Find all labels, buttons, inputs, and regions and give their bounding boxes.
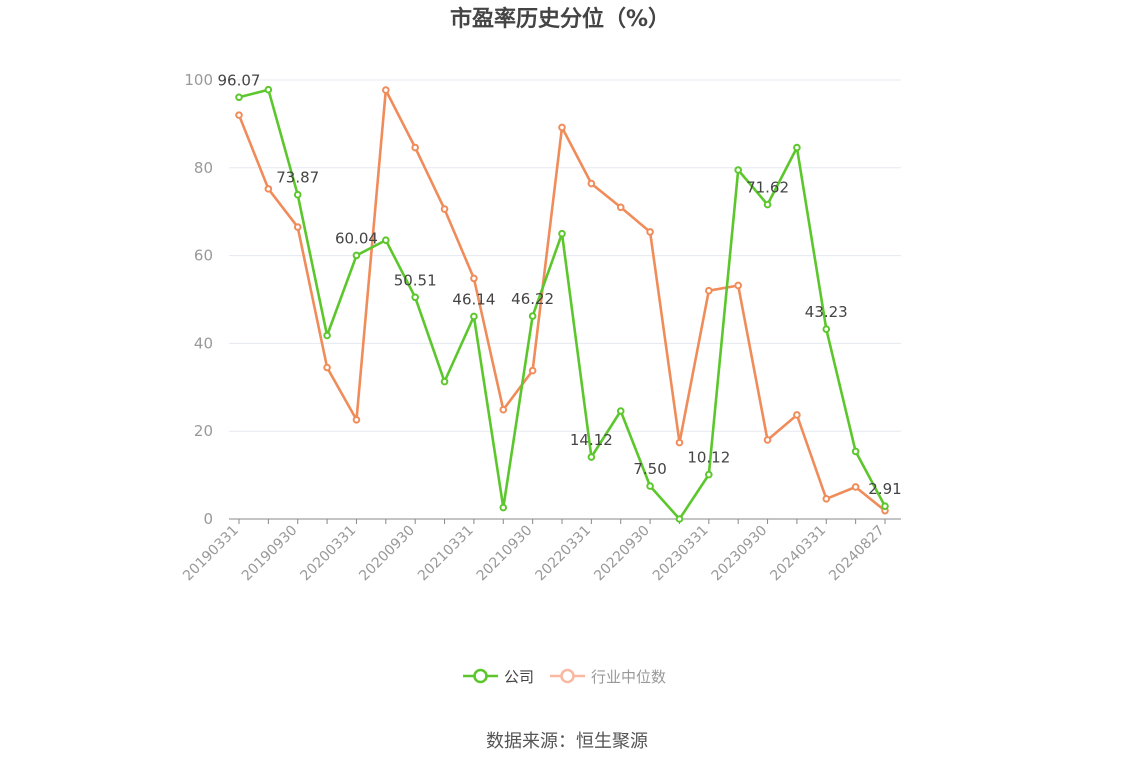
data-label: 7.50 [633,460,666,478]
data-label: 46.22 [511,290,554,308]
data-point[interactable] [558,229,566,238]
data-point[interactable] [705,286,713,295]
source-text: 数据来源：恒生聚源 [486,731,648,752]
data-point[interactable] [411,293,419,302]
data-point[interactable] [851,483,860,491]
data-point[interactable] [587,179,596,188]
data-label: 43.23 [805,303,848,321]
y-tick-label: 0 [203,510,213,528]
data-point[interactable] [616,407,625,415]
series-points [235,85,889,523]
x-tick-label: 20240827 [826,523,888,585]
data-point[interactable] [382,236,390,245]
x-tick-label: 20220331 [532,523,594,585]
legend-label: 行业中位数 [591,668,666,686]
x-tick-label: 20240331 [767,523,829,585]
data-label: 60.04 [335,229,378,247]
data-point[interactable] [235,93,243,102]
data-point[interactable] [822,495,831,503]
chart-title: 市盈率历史分位（%） [450,6,670,32]
data-point[interactable] [763,436,772,444]
data-point[interactable] [616,203,625,212]
data-point[interactable] [558,123,566,132]
data-point[interactable] [528,312,537,320]
x-tick-label: 20210930 [474,523,536,585]
data-point[interactable] [734,166,742,174]
y-tick-label: 40 [194,334,213,352]
x-tick-label: 20190930 [239,523,301,585]
legend[interactable]: 公司 行业中位数 [463,668,666,686]
x-tick-label: 20210331 [415,523,477,585]
data-label: 10.12 [687,449,730,467]
legend-marker [560,668,575,684]
x-axis: 2019033120190930202003312020093020210331… [180,518,901,585]
data-point[interactable] [264,185,273,193]
data-point[interactable] [587,453,596,461]
data-point[interactable] [822,325,831,334]
y-tick-label: 20 [194,422,213,440]
data-point[interactable] [411,143,419,152]
data-point[interactable] [763,200,772,209]
data-point[interactable] [470,312,478,321]
data-labels: 96.07 73.87 60.04 50.51 46.14 46.22 14.12 7.50 1… [218,71,902,498]
data-label: 73.87 [276,169,319,187]
y-tick-label: 80 [194,159,213,177]
data-point[interactable] [646,228,654,236]
data-point[interactable] [851,447,860,456]
data-label: 2.91 [868,480,901,498]
legend-label: 公司 [504,668,534,686]
y-tick-label: 60 [194,247,213,265]
y-tick-label: 100 [184,71,213,89]
series-line-0 [238,88,887,521]
data-point[interactable] [675,438,684,447]
data-point[interactable] [470,274,478,283]
data-point[interactable] [235,111,243,119]
data-point[interactable] [793,143,801,152]
legend-item-0[interactable]: 公司 [463,668,534,686]
data-point[interactable] [881,502,889,511]
data-point[interactable] [264,85,273,94]
series-lines [237,88,887,521]
x-tick-label: 20230331 [650,523,712,585]
legend-item-1[interactable]: 行业中位数 [550,668,666,686]
data-point[interactable] [323,363,331,372]
data-point[interactable] [293,190,302,199]
x-tick-label: 20220930 [591,523,653,585]
data-label: 46.14 [452,290,495,308]
legend-marker [473,668,488,684]
data-point[interactable] [528,366,537,375]
data-point[interactable] [499,503,508,512]
x-tick-label: 20200331 [298,523,360,585]
x-tick-label: 20230930 [709,523,771,585]
data-point[interactable] [293,223,302,231]
x-tick-label: 20190331 [180,523,242,585]
x-tick-label: 20200930 [356,523,418,585]
y-axis-ticks: 0 20 40 60 80 100 [184,71,213,528]
data-point[interactable] [352,251,361,260]
series-line-1 [237,88,886,512]
data-point[interactable] [646,482,654,490]
data-label: 71.62 [746,179,789,197]
data-point[interactable] [323,331,331,340]
data-point[interactable] [440,205,449,213]
data-point[interactable] [382,86,390,94]
data-label: 96.07 [218,71,261,89]
data-point[interactable] [705,470,713,479]
data-point[interactable] [440,377,449,386]
data-point[interactable] [734,281,742,290]
data-point[interactable] [352,415,361,424]
data-label: 50.51 [394,271,437,289]
data-point[interactable] [499,405,508,414]
data-point[interactable] [793,411,801,419]
data-label: 14.12 [570,431,613,449]
data-point[interactable] [675,515,684,523]
